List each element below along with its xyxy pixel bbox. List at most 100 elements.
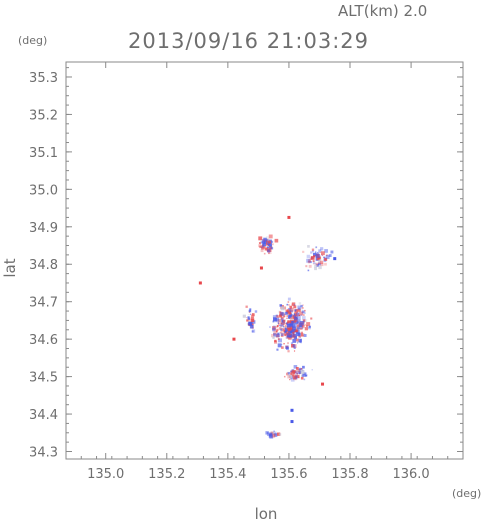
data-point [291,334,296,338]
plot-frame [65,61,464,460]
data-point [286,303,289,306]
data-point [286,336,289,339]
data-point [306,258,311,263]
data-point [273,430,275,432]
data-point [293,319,297,323]
data-point [286,328,290,331]
data-point [312,261,316,264]
data-point [303,378,306,381]
data-point [317,252,319,254]
data-point [288,322,291,325]
data-point [296,312,300,316]
data-point [284,311,288,315]
data-point [249,308,252,311]
data-point [320,262,324,267]
data-point [300,333,304,337]
data-point [297,327,300,330]
data-point [323,256,326,259]
data-point [300,320,304,325]
data-point [276,432,281,436]
data-point [251,330,254,333]
x-unit-label: (deg) [452,487,481,500]
data-point [293,346,296,349]
data-point [295,319,298,322]
data-point [281,317,284,321]
data-point [297,340,300,343]
data-point [302,320,305,323]
data-point [288,311,292,315]
data-point [281,320,286,325]
data-point [300,376,304,380]
data-point [259,245,262,249]
data-point [287,215,291,219]
data-point [268,242,272,247]
data-point [291,370,295,374]
data-point [287,350,290,353]
data-point [296,372,299,375]
data-point [283,325,286,328]
altitude-label: ALT(km) 2.0 [338,2,427,20]
data-point [265,236,270,240]
data-point [311,369,313,371]
data-point [247,316,250,319]
y-tick-label: 35.3 [29,71,58,86]
data-point [275,317,279,321]
data-point [279,325,283,329]
data-point [300,314,303,317]
data-point [269,326,271,328]
data-point [276,333,280,338]
data-point [283,329,286,333]
data-point [302,373,306,377]
data-point [283,328,285,331]
data-point [300,331,303,334]
data-point [271,433,275,438]
data-point [278,338,283,343]
data-point [291,320,294,324]
data-point [306,374,309,376]
data-point [283,306,287,310]
data-point [260,246,263,249]
data-point [293,313,296,316]
data-point [291,302,296,306]
data-point [290,377,293,380]
data-point [287,320,291,323]
data-point [272,325,276,329]
data-point [291,324,296,328]
data-point [287,326,291,330]
y-tick-label: 34.3 [29,446,58,461]
data-point [286,320,290,324]
data-point [304,312,306,314]
data-point [290,333,295,338]
data-point [284,325,289,330]
data-point [248,309,252,313]
data-point [282,322,284,324]
data-point [291,369,295,372]
data-point [283,313,286,316]
data-point [262,242,266,247]
data-point [292,329,296,333]
data-point [298,307,301,310]
data-point [267,249,271,253]
data-point [262,241,266,244]
data-point [311,248,315,251]
data-point [292,321,295,324]
data-point [258,244,262,248]
data-point [275,334,280,338]
data-point [302,365,305,369]
data-point [271,243,274,246]
data-point [292,331,295,334]
data-point [312,252,317,257]
data-point [275,329,278,332]
data-point [298,314,301,317]
ticks-group: 135.0 135.2 135.4 135.6 135.8 136.0 34.3 34.4 34… [29,62,464,482]
data-point [318,249,322,253]
data-point [261,239,266,243]
data-point [306,325,308,328]
data-point [280,311,284,315]
data-point [249,313,252,315]
data-point [326,254,328,256]
data-point [289,333,291,336]
data-point [283,323,285,326]
